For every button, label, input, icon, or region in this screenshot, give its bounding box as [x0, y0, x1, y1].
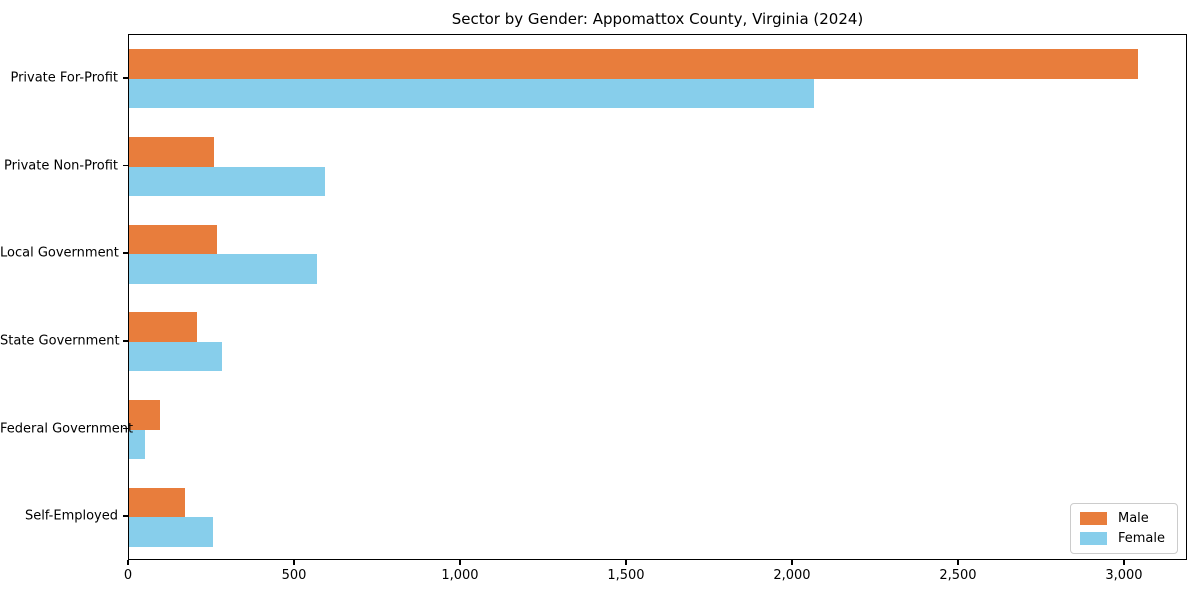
bar-female-self-employed — [129, 517, 214, 547]
legend: Male Female — [1069, 503, 1178, 554]
y-tick-mark — [123, 252, 128, 254]
bar-male-federal-government — [129, 400, 161, 430]
x-tick-mark — [957, 560, 959, 565]
y-tick-label-federal-government: Federal Government — [0, 421, 134, 436]
x-tick-label-1500: 1,500 — [607, 568, 645, 583]
y-tick-mark — [123, 340, 128, 342]
y-tick-label-private-non-profit: Private Non-Profit — [4, 158, 118, 173]
y-tick-label-state-government: State Government — [0, 333, 120, 349]
bar-female-private-non-profit — [129, 166, 325, 196]
x-tick-mark — [1123, 560, 1125, 565]
bar-male-private-for-profit — [129, 49, 1138, 79]
bar-female-state-government — [129, 341, 223, 372]
x-tick-mark — [625, 560, 627, 565]
legend-swatch-male — [1079, 512, 1107, 525]
bar-female-federal-government — [129, 429, 146, 459]
x-tick-label-2000: 2,000 — [773, 568, 811, 583]
plot-area: Male Female — [128, 34, 1187, 560]
x-tick-label-2500: 2,500 — [939, 568, 977, 583]
x-tick-mark — [459, 560, 461, 565]
legend-entry-female: Female — [1079, 531, 1165, 546]
bar-male-local-government — [129, 224, 217, 255]
y-tick-mark — [123, 515, 128, 517]
bar-female-local-government — [129, 254, 317, 284]
bar-female-private-for-profit — [129, 78, 814, 109]
y-tick-mark — [123, 427, 128, 430]
y-tick-label-local-government: Local Government — [0, 245, 119, 261]
x-tick-label-3000: 3,000 — [1105, 568, 1143, 583]
x-tick-label-0: 0 — [123, 568, 133, 583]
bar-male-state-government — [129, 312, 198, 342]
x-tick-label-500: 500 — [281, 568, 307, 583]
legend-label-female: Female — [1117, 531, 1165, 546]
legend-swatch-female — [1079, 532, 1107, 545]
x-tick-mark — [293, 560, 295, 565]
legend-entry-male: Male — [1079, 511, 1165, 526]
y-tick-label-private-for-profit: Private For-Profit — [10, 70, 118, 86]
y-tick-label-self-employed: Self-Employed — [24, 508, 118, 524]
x-tick-label-1000: 1,000 — [441, 568, 479, 583]
chart-title: Sector by Gender: Appomattox County, Vir… — [451, 10, 864, 28]
bar-male-private-non-profit — [129, 137, 214, 167]
y-tick-mark — [123, 164, 128, 167]
x-tick-mark — [791, 560, 793, 565]
legend-label-male: Male — [1117, 511, 1149, 526]
bar-male-self-employed — [129, 487, 185, 518]
x-tick-mark — [127, 560, 129, 565]
y-tick-mark — [123, 77, 128, 79]
